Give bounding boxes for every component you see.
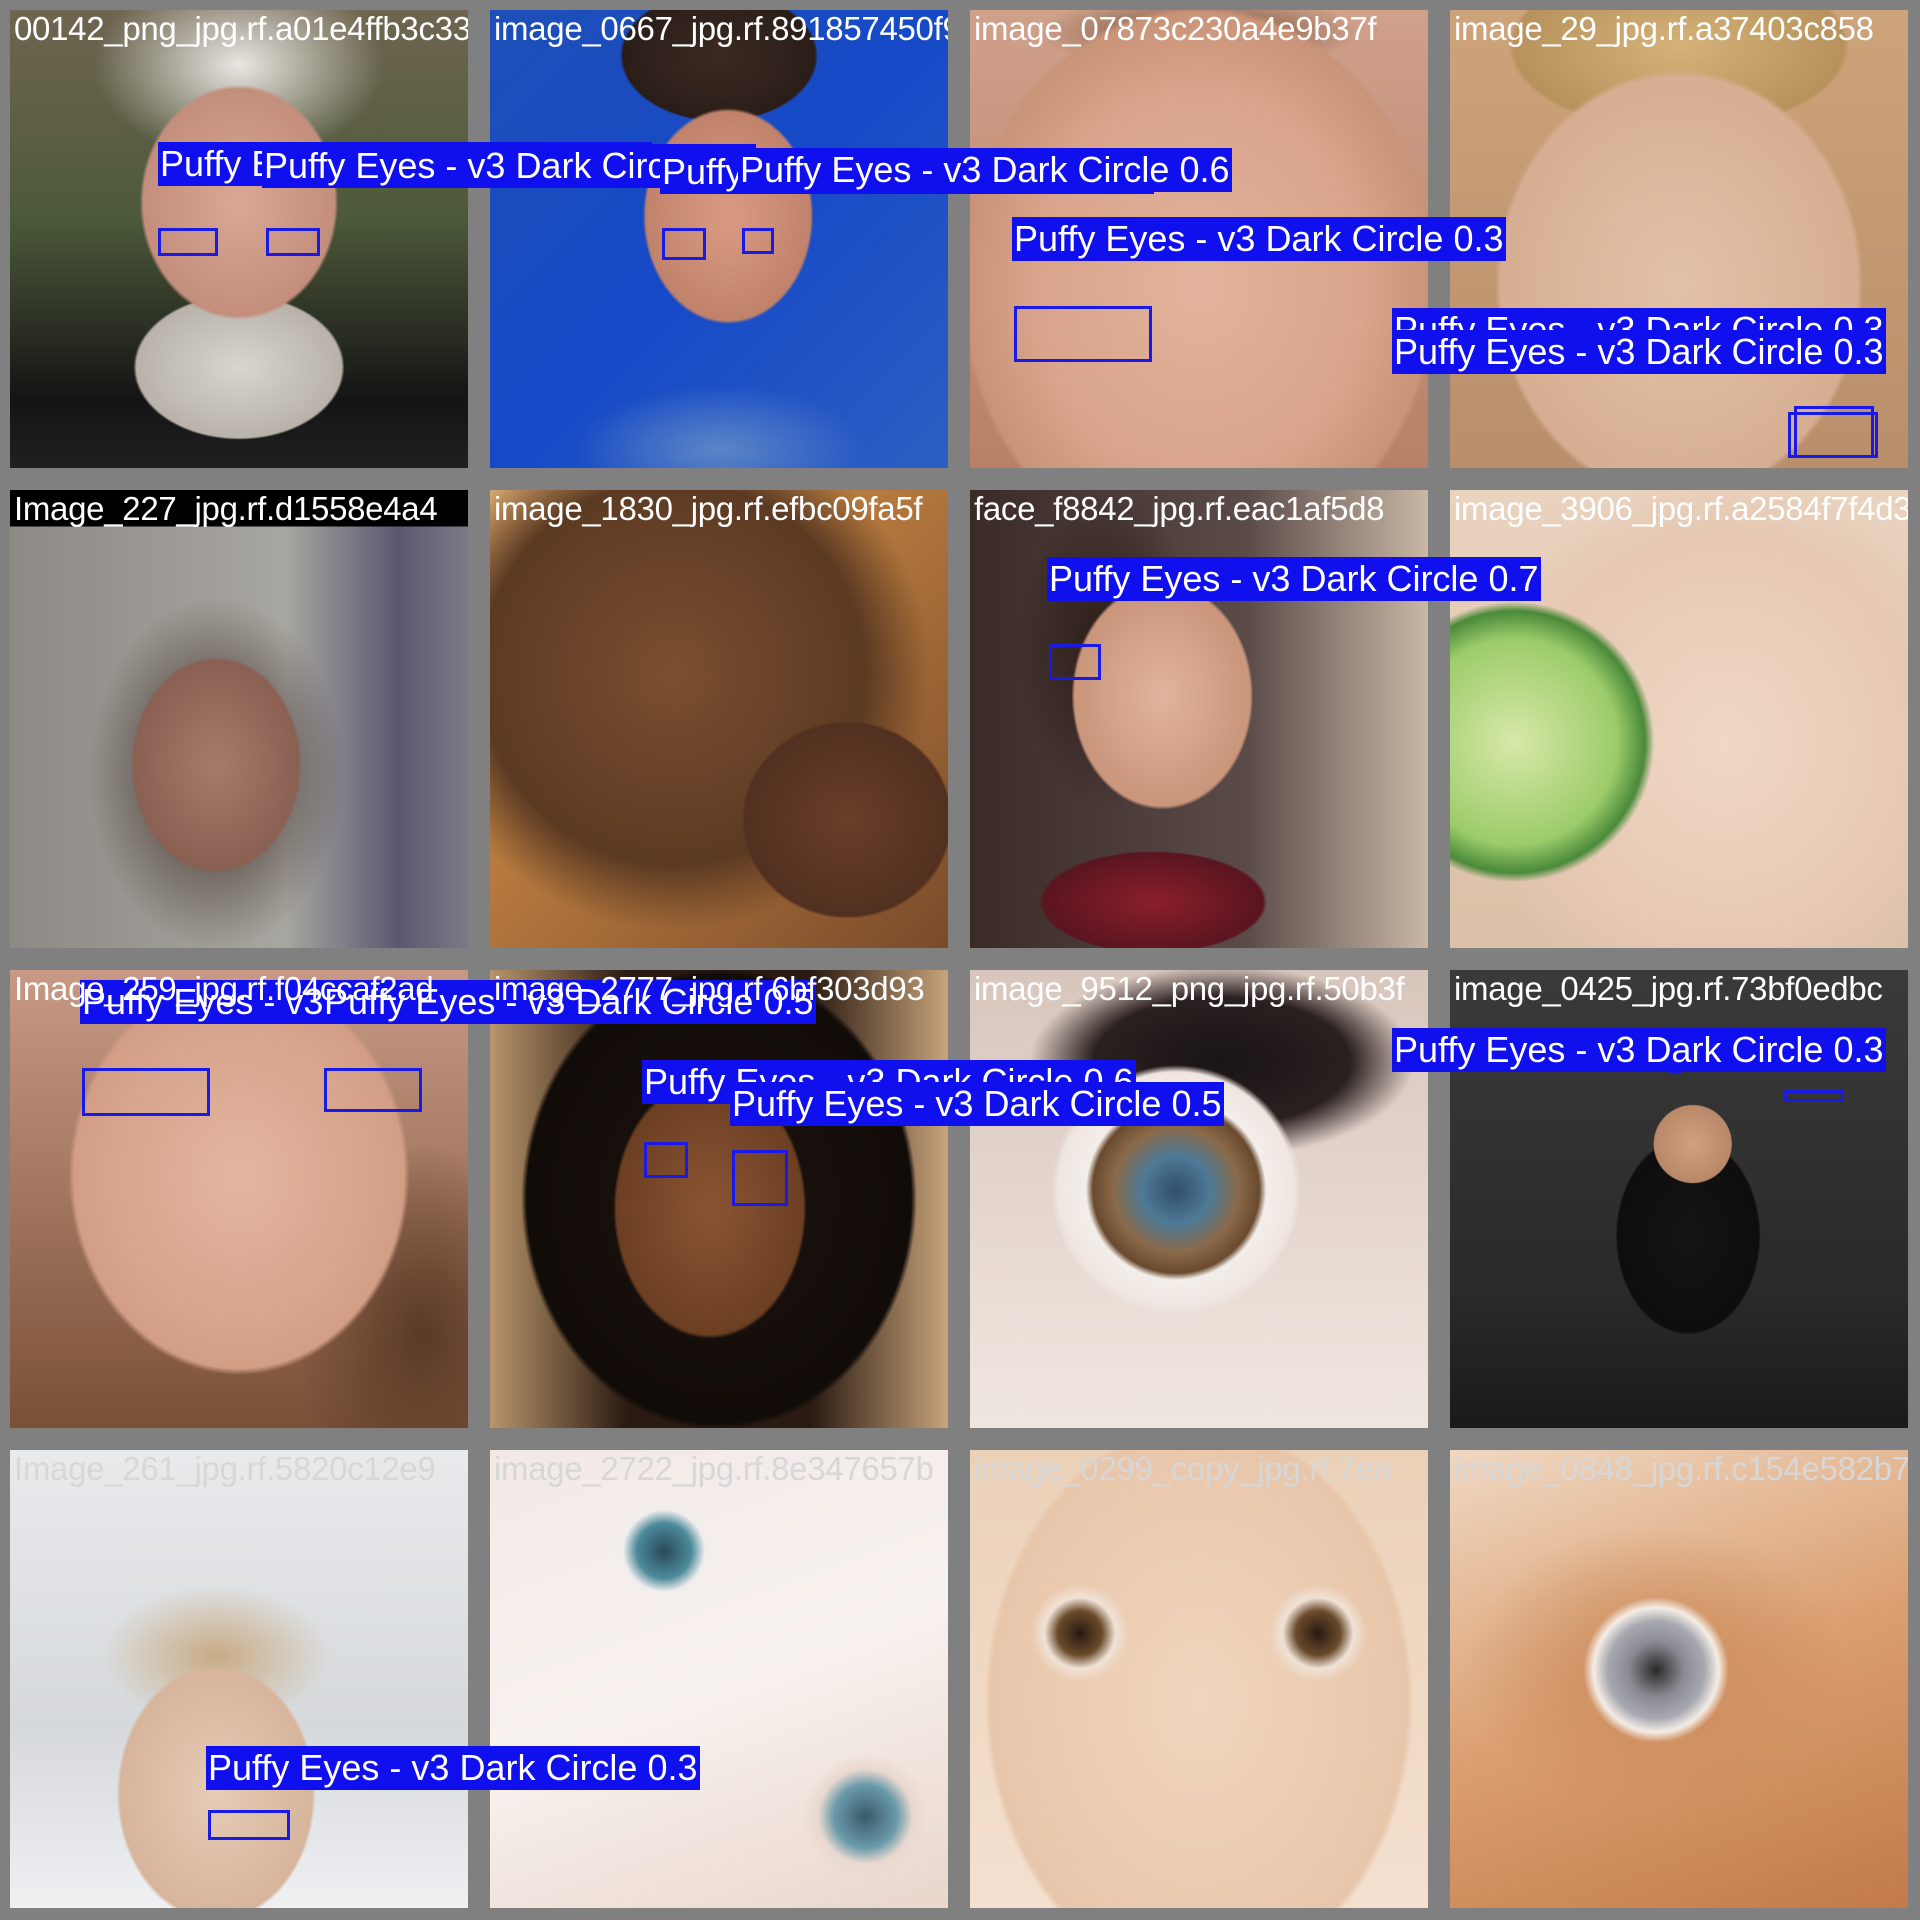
photo-grey-eye-macro	[1450, 1450, 1908, 1908]
image-tile: face_f8842_jpg.rf.eac1af5d8	[970, 490, 1428, 948]
photo-blonde-woman-bright	[10, 1450, 468, 1908]
photo-cucumber-eye	[1450, 490, 1908, 948]
photo-freckled-woman	[10, 970, 468, 1428]
image-tile: image_9512_png_jpg.rf.50b3f	[970, 970, 1428, 1428]
image-tile: image_07873c230a4e9b37f	[970, 10, 1428, 468]
image-tile: image_2777_jpg.rf.6bf303d93	[490, 970, 948, 1428]
photo-woman-webcam	[10, 490, 468, 948]
photo-eye-lashes-macro	[970, 970, 1428, 1428]
image-tile: image_2722_jpg.rf.8e347657b	[490, 1450, 948, 1908]
image-tile: 00142_png_jpg.rf.a01e4ffb3c333...	[10, 10, 468, 468]
photo-curly-hair-woman	[490, 490, 948, 948]
tile-filename: image_2777_jpg.rf.6bf303d93	[494, 970, 925, 1007]
tile-filename: Image_261_jpg.rf.5820c12e9	[14, 1450, 436, 1487]
image-tile: image_29_jpg.rf.a37403c858	[1450, 10, 1908, 468]
image-tile: image_0425_jpg.rf.73bf0edbc	[1450, 970, 1908, 1428]
tile-filename: Image_227_jpg.rf.d1558e4a4	[14, 490, 438, 527]
image-tile: Image_259_jpg.rf.f04ccaf2ad	[10, 970, 468, 1428]
image-tile: Image_261_jpg.rf.5820c12e9	[10, 1450, 468, 1908]
tile-filename: image_0667_jpg.rf.891857450f93	[494, 10, 948, 47]
photo-man-pointing-eyes	[490, 10, 948, 468]
image-tile: image_0299_copy_jpg.rf.7ea	[970, 1450, 1428, 1908]
photo-blue-eye-closeup	[490, 1450, 948, 1908]
photo-older-man-beard	[10, 10, 468, 468]
image-tile: Image_227_jpg.rf.d1558e4a4	[10, 490, 468, 948]
tile-filename: image_9512_png_jpg.rf.50b3f	[974, 970, 1405, 1007]
tile-filename: image_29_jpg.rf.a37403c858	[1454, 10, 1874, 47]
image-tile: image_3906_jpg.rf.a2584f7f4d3	[1450, 490, 1908, 948]
image-tile: image_0667_jpg.rf.891857450f93	[490, 10, 948, 468]
tile-filename: image_0299_copy_jpg.rf.7ea	[974, 1450, 1392, 1487]
photo-woman-eye-roller	[970, 490, 1428, 948]
photo-dark-hair-woman	[490, 970, 948, 1428]
tile-filename: image_0425_jpg.rf.73bf0edbc	[1454, 970, 1883, 1007]
tile-filename: image_07873c230a4e9b37f	[974, 10, 1377, 47]
tile-filename: image_2722_jpg.rf.8e347657b	[494, 1450, 934, 1487]
photo-woman-smile-closeup	[970, 10, 1428, 468]
tile-filename: face_f8842_jpg.rf.eac1af5d8	[974, 490, 1385, 527]
tile-filename: Image_259_jpg.rf.f04ccaf2ad	[14, 970, 434, 1007]
tile-filename: image_3906_jpg.rf.a2584f7f4d3	[1454, 490, 1908, 527]
tile-filename: image_1830_jpg.rf.efbc09fa5f	[494, 490, 923, 527]
image-tile: image_0848_jpg.rf.c154e582b7	[1450, 1450, 1908, 1908]
photo-woman-eyes-face	[970, 1450, 1428, 1908]
photo-woman-dark-background	[1450, 970, 1908, 1428]
tile-filename: 00142_png_jpg.rf.a01e4ffb3c333...	[14, 10, 468, 47]
image-tile: image_1830_jpg.rf.efbc09fa5f	[490, 490, 948, 948]
photo-blonde-eyes-closeup	[1450, 10, 1908, 468]
tile-filename: image_0848_jpg.rf.c154e582b7	[1454, 1450, 1908, 1487]
